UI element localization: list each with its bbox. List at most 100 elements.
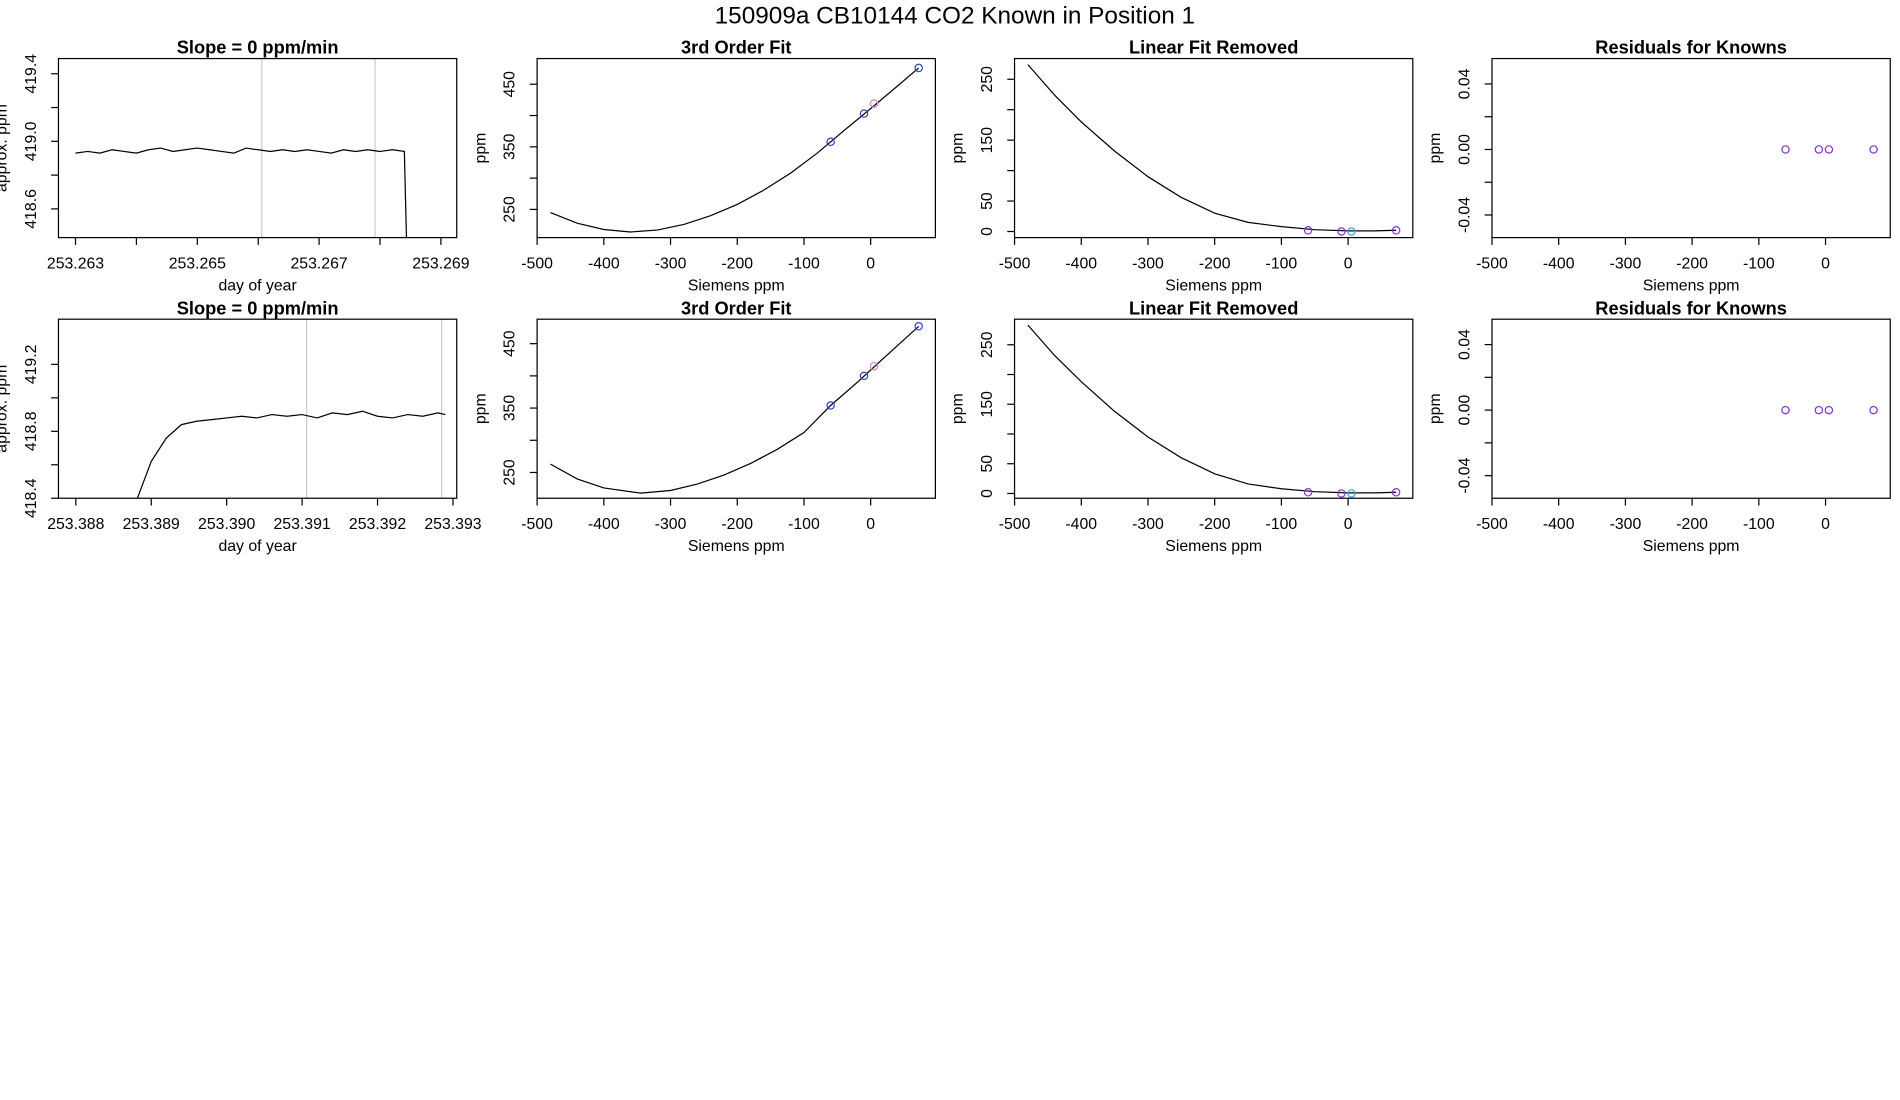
plot-area [136, 410, 446, 499]
y-axis-label: ppm [472, 133, 489, 164]
data-point [1337, 227, 1346, 236]
plot-area [1027, 64, 1397, 232]
y-tick-label: 350 [502, 133, 519, 160]
data-point [1303, 488, 1313, 497]
x-tick-label: 0 [866, 256, 875, 273]
panel: Residuals for Knowns Siemens ppm ppm -500 -4… [1427, 297, 1891, 555]
x-tick-label: 0 [1821, 256, 1830, 273]
x-axis-label: Siemens ppm [688, 278, 785, 295]
y-tick-label: 0.00 [1456, 395, 1473, 426]
data-point [1391, 226, 1401, 235]
data-point [1391, 488, 1401, 497]
page-title: 150909a CB10144 CO2 Known in Position 1 [715, 3, 1195, 30]
y-tick-label: 0 [979, 489, 996, 498]
plot-area [1027, 324, 1397, 494]
data-point [859, 109, 869, 118]
data-line [1027, 64, 1397, 232]
x-tick-label: -500 [999, 256, 1031, 273]
panel-title: Slope = 0 ppm/min [177, 37, 339, 58]
x-tick-label: 253.393 [424, 516, 481, 533]
y-tick-label: 250 [502, 459, 519, 486]
x-tick-label: -200 [721, 256, 753, 273]
y-tick-label: 418.6 [23, 189, 40, 229]
panel-title: 3rd Order Fit [681, 297, 792, 318]
x-tick-label: 0 [1344, 516, 1353, 533]
x-tick-label: -200 [1199, 256, 1231, 273]
x-axis-label: day of year [218, 538, 297, 555]
y-tick-label: 250 [979, 331, 996, 358]
x-axis-label: Siemens ppm [1165, 538, 1262, 555]
x-tick-label: 253.391 [273, 516, 330, 533]
y-tick-label: 0.04 [1456, 68, 1473, 99]
data-point [1337, 489, 1346, 498]
x-tick-label: 253.392 [349, 516, 406, 533]
x-tick-label: -100 [1266, 516, 1298, 533]
x-axis-label: Siemens ppm [688, 538, 785, 555]
panel: 3rd Order Fit Siemens ppm ppm -500 -400 -300 -… [472, 37, 936, 295]
data-point [869, 361, 879, 371]
plot-frame [1491, 318, 1891, 499]
plot-frame [1013, 57, 1414, 239]
x-tick-label: -400 [588, 516, 620, 533]
x-tick-label: -300 [1610, 516, 1642, 533]
x-axis-label: Siemens ppm [1165, 278, 1262, 295]
x-tick-label: -300 [655, 516, 687, 533]
x-tick-label: -500 [521, 516, 553, 533]
y-tick-label: 350 [502, 395, 519, 422]
x-tick-label: -100 [1743, 256, 1775, 273]
x-tick-label: -300 [1610, 256, 1642, 273]
data-point [914, 63, 923, 73]
panel-title: Linear Fit Removed [1129, 37, 1298, 58]
y-tick-label: 450 [502, 330, 519, 357]
x-tick-label: -400 [1543, 516, 1575, 533]
y-axis-label: ppm [1427, 133, 1444, 164]
data-point [826, 401, 835, 410]
x-tick-label: -400 [588, 256, 620, 273]
plot-frame [536, 318, 936, 499]
y-axis-label: ppm [472, 393, 489, 424]
y-tick-label: -0.04 [1456, 457, 1473, 493]
x-tick-label: 253.390 [198, 516, 255, 533]
x-tick-label: -400 [1065, 256, 1097, 273]
data-point [1781, 405, 1790, 415]
x-tick-label: -100 [1743, 516, 1775, 533]
plot-area [550, 325, 920, 494]
plot-frame [57, 318, 458, 499]
y-tick-label: 418.8 [23, 411, 40, 451]
data-point [1303, 226, 1313, 235]
panel: Residuals for Knowns Siemens ppm ppm -500 -4… [1427, 37, 1891, 295]
x-axis-label: day of year [218, 278, 297, 295]
y-axis-label: ppm [1427, 393, 1444, 424]
data-point [914, 322, 923, 331]
x-tick-label: -500 [1476, 516, 1508, 533]
data-point [869, 99, 879, 108]
panel-title: Residuals for Knowns [1595, 297, 1787, 318]
x-tick-label: -300 [1132, 516, 1164, 533]
y-tick-label: 150 [979, 127, 996, 154]
x-tick-label: -500 [999, 516, 1031, 533]
data-point [1781, 145, 1790, 154]
panel: Linear Fit Removed Siemens ppm ppm -500 -400… [950, 297, 1414, 555]
data-line [136, 410, 446, 499]
data-point [1347, 489, 1356, 498]
y-axis-label: ppm [950, 393, 967, 424]
panel: Slope = 0 ppm/min day of year approx. ppm 2… [0, 37, 470, 295]
x-tick-label: -300 [1132, 256, 1164, 273]
x-tick-label: -100 [788, 256, 820, 273]
y-tick-label: 419.2 [23, 345, 40, 385]
x-tick-label: 253.267 [290, 256, 347, 273]
panel-title: Linear Fit Removed [1129, 297, 1298, 318]
x-tick-label: -400 [1065, 516, 1097, 533]
y-tick-label: 0.04 [1456, 329, 1473, 360]
data-point [1814, 405, 1824, 415]
x-axis-label: Siemens ppm [1643, 278, 1740, 295]
data-point [1824, 405, 1834, 415]
y-tick-label: 50 [979, 192, 996, 210]
x-axis-label: Siemens ppm [1643, 538, 1740, 555]
y-tick-label: 250 [502, 196, 519, 223]
panel: Linear Fit Removed Siemens ppm ppm -500 -400… [950, 37, 1414, 295]
x-tick-label: 253.388 [47, 516, 104, 533]
data-point [859, 371, 869, 381]
data-point [1824, 145, 1834, 154]
